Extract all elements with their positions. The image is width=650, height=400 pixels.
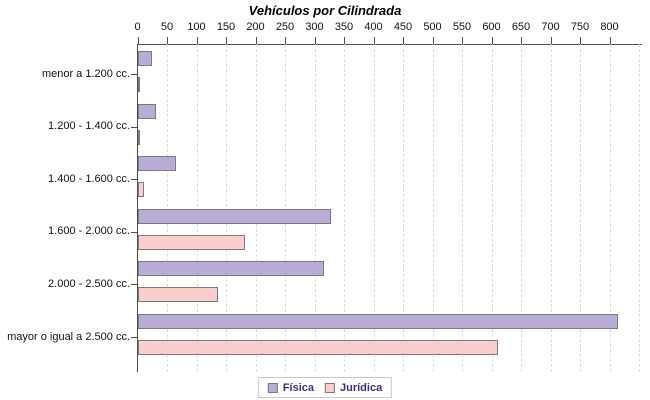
category-label: 1.200 - 1.400 cc. — [48, 120, 130, 133]
x-axis-tick-label: 400 — [364, 21, 383, 33]
x-axis-tick-label: 800 — [600, 21, 619, 33]
x-axis-tick — [432, 37, 434, 44]
gridline — [432, 44, 434, 372]
chart-title: Vehículos por Cilindrada — [248, 3, 402, 18]
bar-fisica — [138, 314, 618, 329]
bar-fisica — [138, 156, 176, 172]
gridline — [373, 44, 375, 372]
x-axis-tick — [314, 37, 316, 44]
gridline — [167, 44, 168, 372]
gridline — [314, 44, 316, 372]
category-axis-line — [137, 44, 138, 372]
gridline — [255, 44, 257, 372]
category-axis-tick — [131, 231, 137, 233]
x-axis-tick-label: 300 — [305, 21, 324, 33]
category-axis-tick — [131, 284, 137, 286]
x-axis-tick-label: 0 — [134, 21, 141, 33]
category-axis-tick — [131, 179, 137, 181]
x-axis-tick-label: 50 — [160, 21, 174, 33]
bar-juridica — [138, 129, 140, 145]
bar-fisica — [138, 103, 156, 119]
bar-juridica — [138, 182, 144, 198]
x-axis-tick-label: 750 — [570, 21, 590, 33]
x-axis-tick — [462, 37, 463, 44]
x-axis-tick — [255, 37, 257, 44]
x-axis-tick-label: 150 — [216, 21, 236, 33]
x-axis-tick — [609, 37, 611, 44]
category-label: 1.400 - 1.600 cc. — [48, 172, 130, 185]
x-axis-tick-label: 650 — [511, 21, 531, 33]
gridline — [285, 44, 286, 372]
x-axis-tick — [373, 37, 375, 44]
category-label: menor a 1.200 cc. — [41, 67, 130, 80]
category-label: 2.000 - 2.500 cc. — [48, 277, 130, 290]
gridline — [639, 44, 640, 372]
gridline — [226, 44, 227, 372]
x-axis-tick — [521, 37, 522, 44]
x-axis-tick-label: 200 — [246, 21, 265, 33]
bar-juridica — [138, 77, 140, 92]
gridline — [491, 44, 493, 372]
x-axis-tick-label: 100 — [187, 21, 206, 33]
gridline — [550, 44, 552, 372]
x-axis-tick — [580, 37, 581, 44]
value-axis-line — [137, 44, 642, 45]
bar-juridica — [138, 340, 498, 355]
bar-fisica — [138, 208, 331, 224]
x-axis-tick-label: 500 — [423, 21, 442, 33]
gridline — [344, 44, 345, 372]
gridline — [403, 44, 404, 372]
x-axis-tick-label: 550 — [452, 21, 472, 33]
category-axis-tick — [131, 74, 137, 75]
legend: Física Jurídica — [257, 377, 393, 398]
legend-label-fisica: Física — [282, 381, 314, 394]
legend-label-juridica: Jurídica — [340, 381, 383, 394]
x-axis-tick — [167, 37, 168, 44]
bar-fisica — [138, 51, 152, 66]
gridline — [462, 44, 463, 372]
category-label: mayor o igual a 2.500 cc. — [7, 330, 130, 343]
x-axis-tick — [344, 37, 345, 44]
x-axis-tick-label: 600 — [482, 21, 501, 33]
gridline — [609, 44, 611, 372]
bar-fisica — [138, 261, 324, 277]
x-axis-tick — [550, 37, 552, 44]
x-axis-tick — [226, 37, 227, 44]
x-axis-tick-label: 700 — [541, 21, 560, 33]
category-axis-tick — [131, 126, 137, 128]
category-axis-tick — [131, 337, 137, 338]
x-axis-tick-label: 250 — [275, 21, 295, 33]
category-label: 1.600 - 2.000 cc. — [48, 225, 130, 238]
bar-juridica — [138, 287, 218, 303]
x-axis-tick — [137, 37, 139, 44]
x-axis-tick — [403, 37, 404, 44]
x-axis-tick — [196, 37, 198, 44]
gridline — [521, 44, 522, 372]
gridline — [196, 44, 198, 372]
x-axis-tick-label: 350 — [334, 21, 354, 33]
legend-swatch-juridica — [325, 382, 335, 393]
legend-swatch-fisica — [267, 382, 278, 393]
x-axis-tick — [285, 37, 286, 44]
gridline — [580, 44, 581, 372]
bar-juridica — [138, 234, 245, 250]
x-axis-tick — [491, 37, 493, 44]
x-axis-tick-label: 450 — [393, 21, 413, 33]
